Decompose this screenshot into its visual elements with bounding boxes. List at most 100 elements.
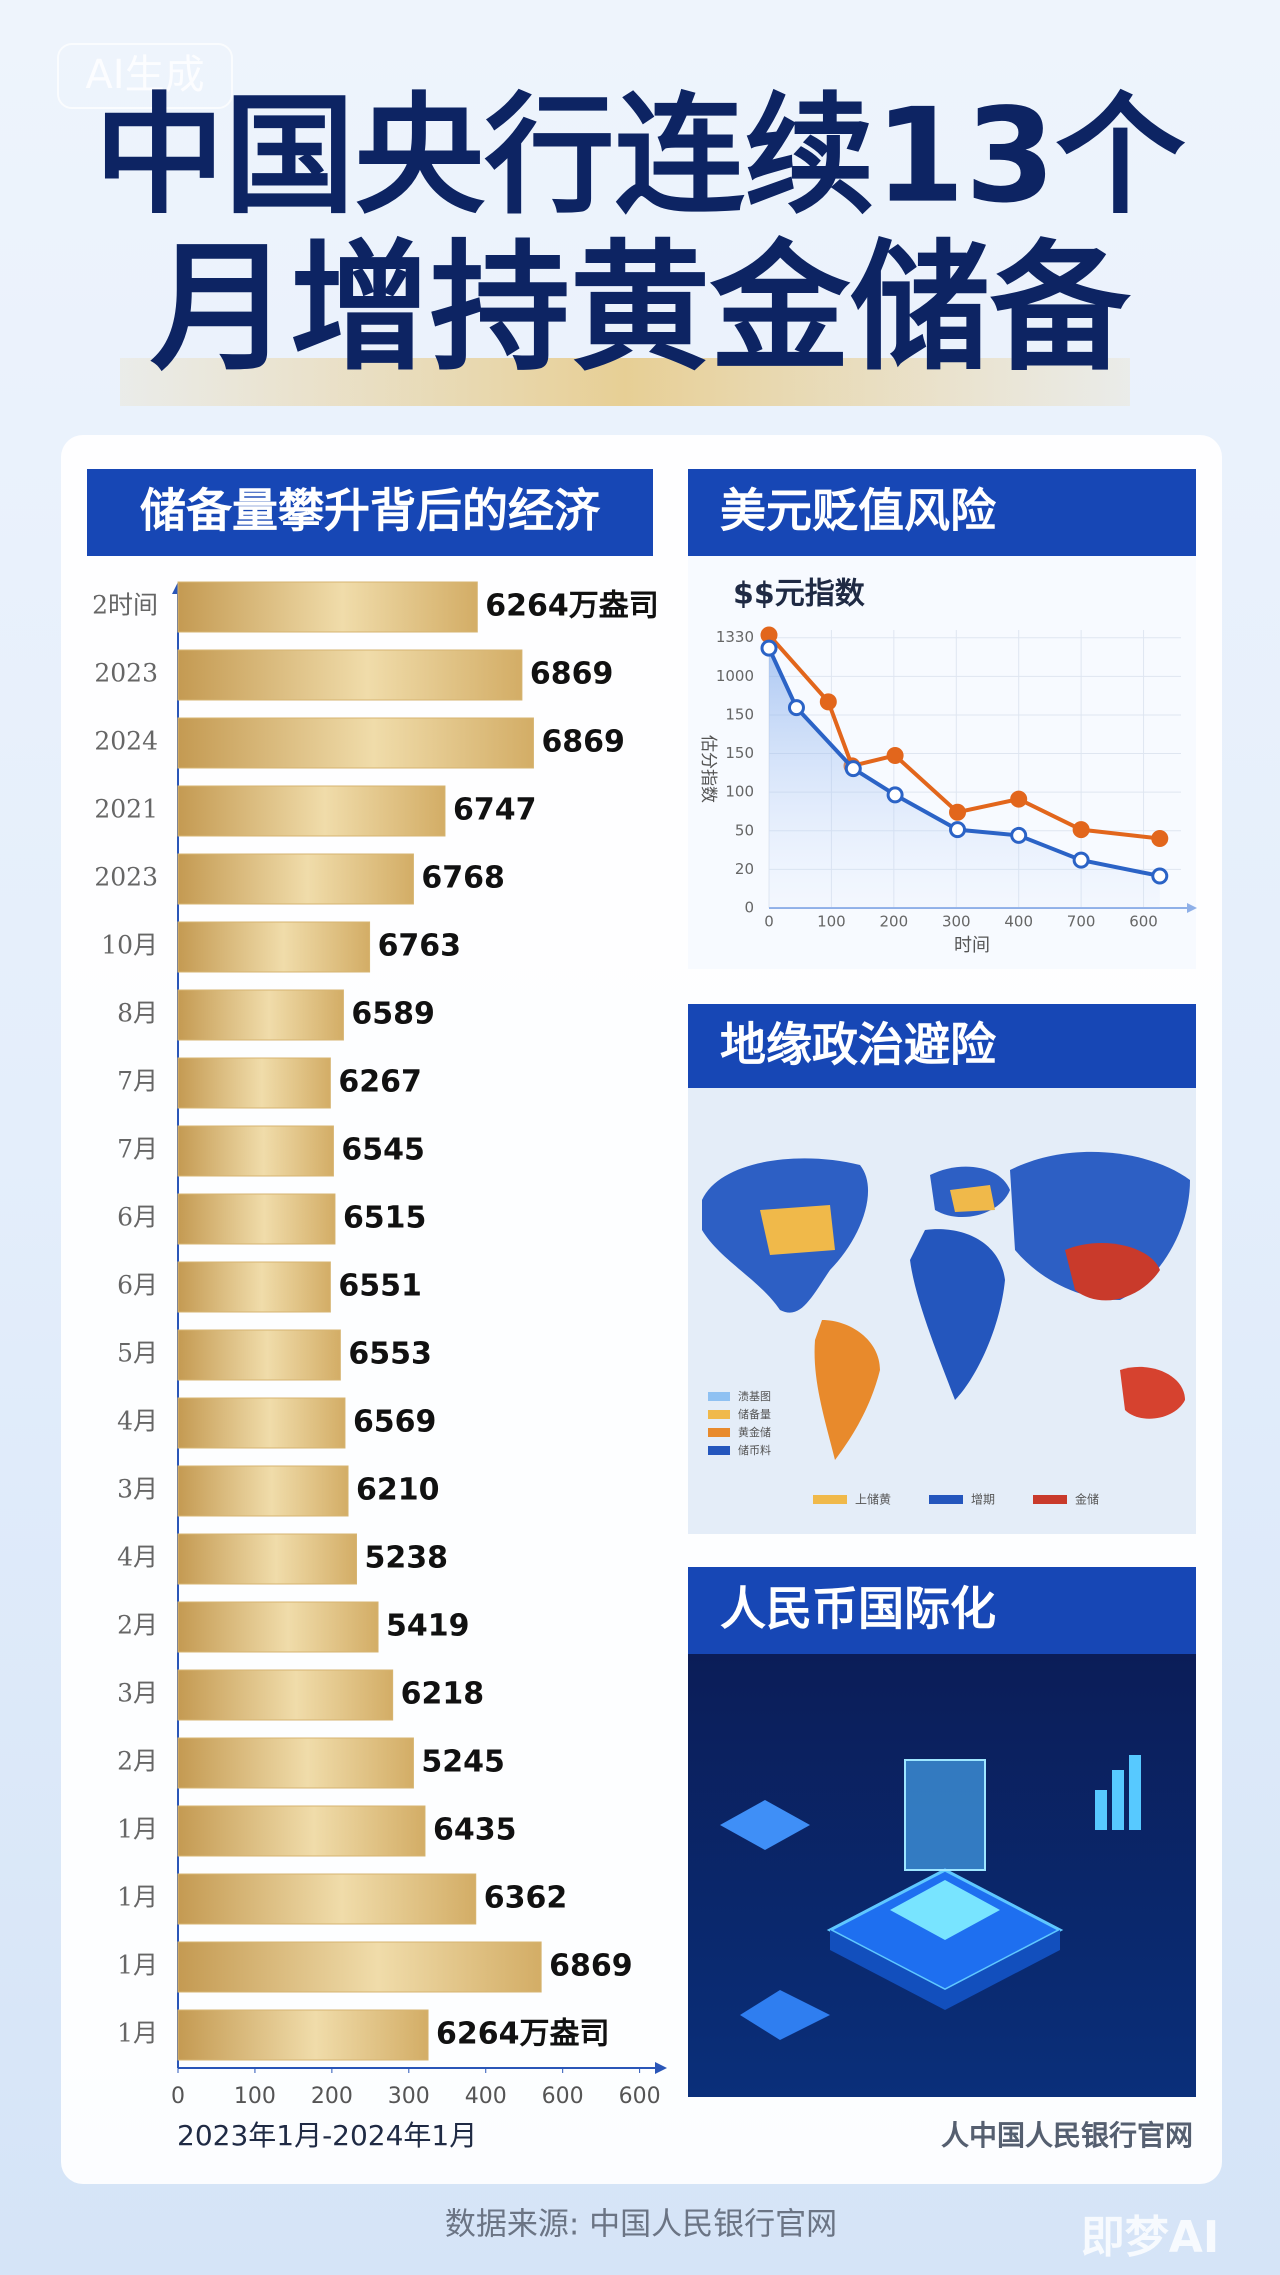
footer: 数据来源: 中国人民银行官网: [445, 2207, 837, 2243]
y-tick-label: 0: [744, 899, 754, 917]
x-tick-label: 100: [234, 2084, 276, 2109]
bar: [177, 1261, 331, 1313]
bar: [177, 989, 344, 1041]
x-tick-label: 400: [1004, 913, 1033, 931]
panel-header: [688, 1567, 1196, 1654]
title-highlight: [120, 358, 1130, 406]
point: [949, 803, 967, 821]
x-tick-label: 100: [817, 913, 846, 931]
data-label: 6515: [343, 1201, 427, 1236]
point: [1072, 851, 1090, 869]
x-tick-label: 0: [764, 913, 774, 931]
legend-label: 储币料: [738, 1443, 771, 1457]
y-tick-label: 2月: [117, 1747, 158, 1776]
point: [1151, 867, 1169, 885]
legend-label: 黄金储: [738, 1425, 771, 1439]
point: [886, 746, 904, 764]
point: [1010, 826, 1028, 844]
data-label: 6551: [338, 1269, 422, 1304]
bar: [177, 1737, 414, 1789]
bar: [177, 2009, 429, 2061]
axis-arrow: [1187, 903, 1197, 913]
legend-label: 渍基图: [738, 1390, 771, 1403]
y-tick-label: 1月: [117, 1883, 158, 1912]
y-tick-label: 1月: [117, 1951, 158, 1980]
x-axis-title: 时间: [954, 935, 990, 956]
continent-highlight: [1065, 1242, 1160, 1301]
y-tick-label: 6月: [117, 1203, 158, 1232]
point: [844, 760, 862, 778]
data-label: 6435: [433, 1813, 517, 1848]
watermark-box: [57, 43, 233, 109]
data-label: 6545: [341, 1133, 425, 1168]
data-label: 5238: [364, 1541, 448, 1576]
data-label: 6768: [421, 861, 505, 896]
data-label: 6869: [549, 1949, 633, 1984]
y-tick-label: 7月: [117, 1067, 158, 1096]
data-label: 6763: [378, 929, 462, 964]
bar: [177, 1533, 357, 1585]
data-label: 5419: [386, 1609, 470, 1644]
data-label: 6264万盎司: [485, 589, 659, 624]
axis-arrow: [655, 2062, 667, 2074]
y-tick-label: 2023: [94, 659, 158, 688]
map: [688, 1088, 1196, 1534]
data-label: 6569: [353, 1405, 437, 1440]
legend-swatch: [1033, 1495, 1067, 1504]
y-tick-label: 2023: [94, 863, 158, 892]
x-tick-label: 300: [388, 2084, 430, 2109]
y-tick-label: 2021: [94, 795, 158, 824]
data-label: 6218: [401, 1677, 485, 1712]
panel-title: 人民币国际化: [720, 1582, 996, 1636]
y-tick-label: 7月: [117, 1135, 158, 1164]
y-tick-label: 3月: [117, 1679, 158, 1708]
x-tick-label: 0: [171, 2084, 185, 2109]
continent: [1120, 1366, 1185, 1419]
bar: [177, 717, 534, 769]
data-label: 6553: [348, 1337, 432, 1372]
y-tick-label: 20: [735, 860, 754, 878]
point: [949, 821, 967, 839]
continent: [814, 1320, 880, 1460]
data-label: 6589: [351, 997, 435, 1032]
bar: [177, 1193, 336, 1245]
line: [767, 633, 1161, 841]
legend-swatch: [708, 1392, 730, 1401]
server: [720, 1800, 810, 1850]
continent-highlight: [760, 1205, 835, 1255]
bar: [177, 649, 523, 701]
tech-illustration: [688, 1654, 1196, 2097]
laptop: [740, 1990, 830, 2040]
point: [787, 699, 805, 717]
legend-swatch: [708, 1446, 730, 1455]
bar-icon: [1112, 1770, 1124, 1830]
x-axis-title: 2023年1月-2024年1月: [177, 2119, 477, 2152]
y-tick-label: 100: [725, 783, 754, 801]
platform-side: [830, 1930, 1060, 2010]
x-tick-label: 200: [311, 2084, 353, 2109]
y-tick-label: 150: [725, 705, 754, 723]
bar: [177, 1057, 331, 1109]
bar: [177, 921, 371, 973]
y-tick-label: 4月: [117, 1407, 158, 1436]
y-tick-label: 1月: [117, 1815, 158, 1844]
legend-swatch: [813, 1495, 847, 1504]
y-tick-label: 2月: [117, 1611, 158, 1640]
bar: [177, 1873, 477, 1925]
y-tick-label: 1330: [716, 628, 754, 646]
panel-header: [688, 1004, 1196, 1088]
data-label: 6869: [541, 725, 625, 760]
point: [760, 639, 778, 657]
legend-label: 金储: [1075, 1492, 1099, 1507]
y-axis-title: 估分指数: [698, 735, 718, 803]
point: [1010, 790, 1028, 808]
y-tick-label: 6月: [117, 1271, 158, 1300]
bar: [177, 1125, 334, 1177]
x-tick-label: 600: [619, 2084, 661, 2109]
bar: [177, 581, 478, 633]
continent: [910, 1229, 1005, 1400]
y-tick-label: 150: [725, 744, 754, 762]
bar: [177, 1397, 346, 1449]
point: [1072, 821, 1090, 839]
